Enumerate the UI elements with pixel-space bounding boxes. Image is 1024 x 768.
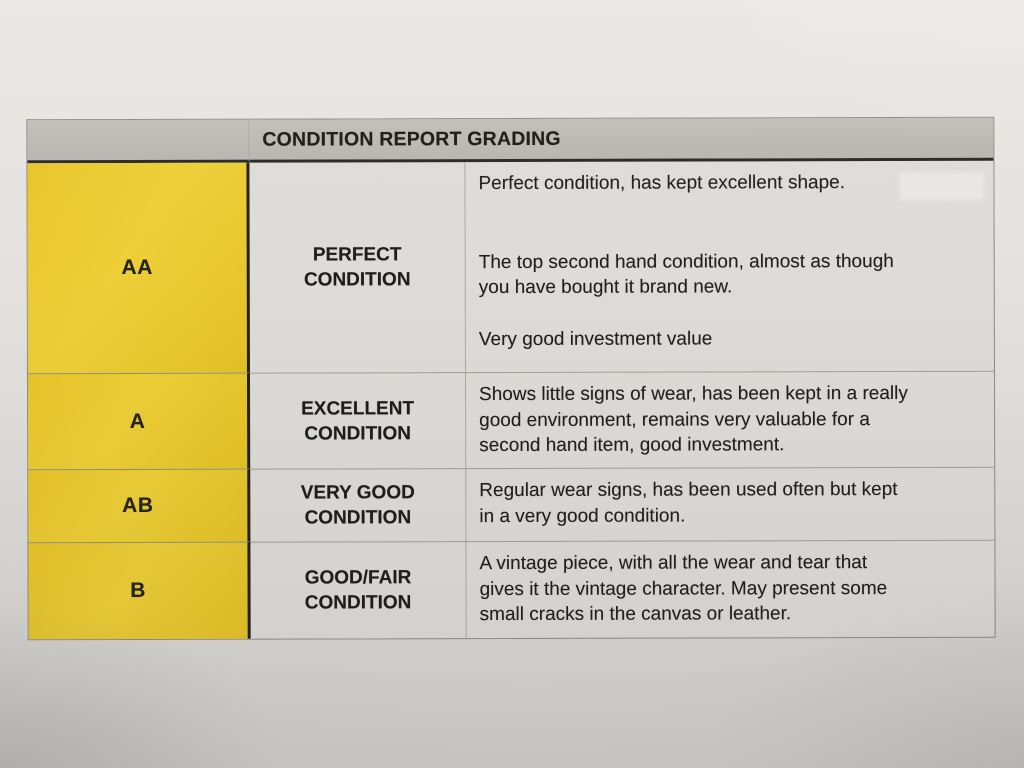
condition-label: GOOD/FAIR CONDITION xyxy=(304,567,412,614)
description-cell-a: Shows little signs of wear, has been kep… xyxy=(465,370,995,469)
description-cell-b: A vintage piece, with all the wear and t… xyxy=(466,539,995,639)
description-cell-ab: Regular wear signs, has been used often … xyxy=(466,466,995,542)
grade-label: B xyxy=(130,578,146,602)
description-paragraph: A vintage piece, with all the wear and t… xyxy=(479,552,888,626)
condition-cell-perfect: PERFECT CONDITION xyxy=(249,162,466,373)
grade-label: AB xyxy=(122,493,154,518)
condition-label: EXCELLENT CONDITION xyxy=(301,397,415,445)
grade-cell-ab: AB xyxy=(28,468,251,543)
description-paragraph: Perfect condition, has kept excellent sh… xyxy=(478,172,846,195)
grade-cell-a: A xyxy=(27,372,251,470)
condition-cell-excellent: EXCELLENT CONDITION xyxy=(249,372,467,469)
table-title: CONDITION REPORT GRADING xyxy=(262,127,561,151)
condition-cell-good-fair: GOOD/FAIR CONDITION xyxy=(250,541,467,639)
grade-label: AA xyxy=(121,255,153,280)
condition-label: PERFECT CONDITION xyxy=(303,244,411,291)
header-empty-cell xyxy=(27,119,250,164)
description-cell-aa: Perfect condition, has kept excellent sh… xyxy=(465,161,994,372)
condition-cell-very-good: VERY GOOD CONDITION xyxy=(250,468,467,542)
condition-grading-table: CONDITION REPORT GRADING AA PERFECT COND… xyxy=(26,116,996,641)
description-paragraph: Regular wear signs, has been used often … xyxy=(479,478,898,527)
condition-label: VERY GOOD CONDITION xyxy=(300,482,415,529)
grade-cell-aa: AA xyxy=(27,162,250,374)
description-paragraph: The top second hand condition, almost as… xyxy=(478,250,894,299)
grade-label: A xyxy=(129,409,146,433)
description-paragraph: Shows little signs of wear, has been kep… xyxy=(479,382,908,457)
grade-cell-b: B xyxy=(28,541,251,640)
description-paragraph: Very good investment value xyxy=(478,327,713,350)
table-title-cell: CONDITION REPORT GRADING xyxy=(249,117,994,163)
